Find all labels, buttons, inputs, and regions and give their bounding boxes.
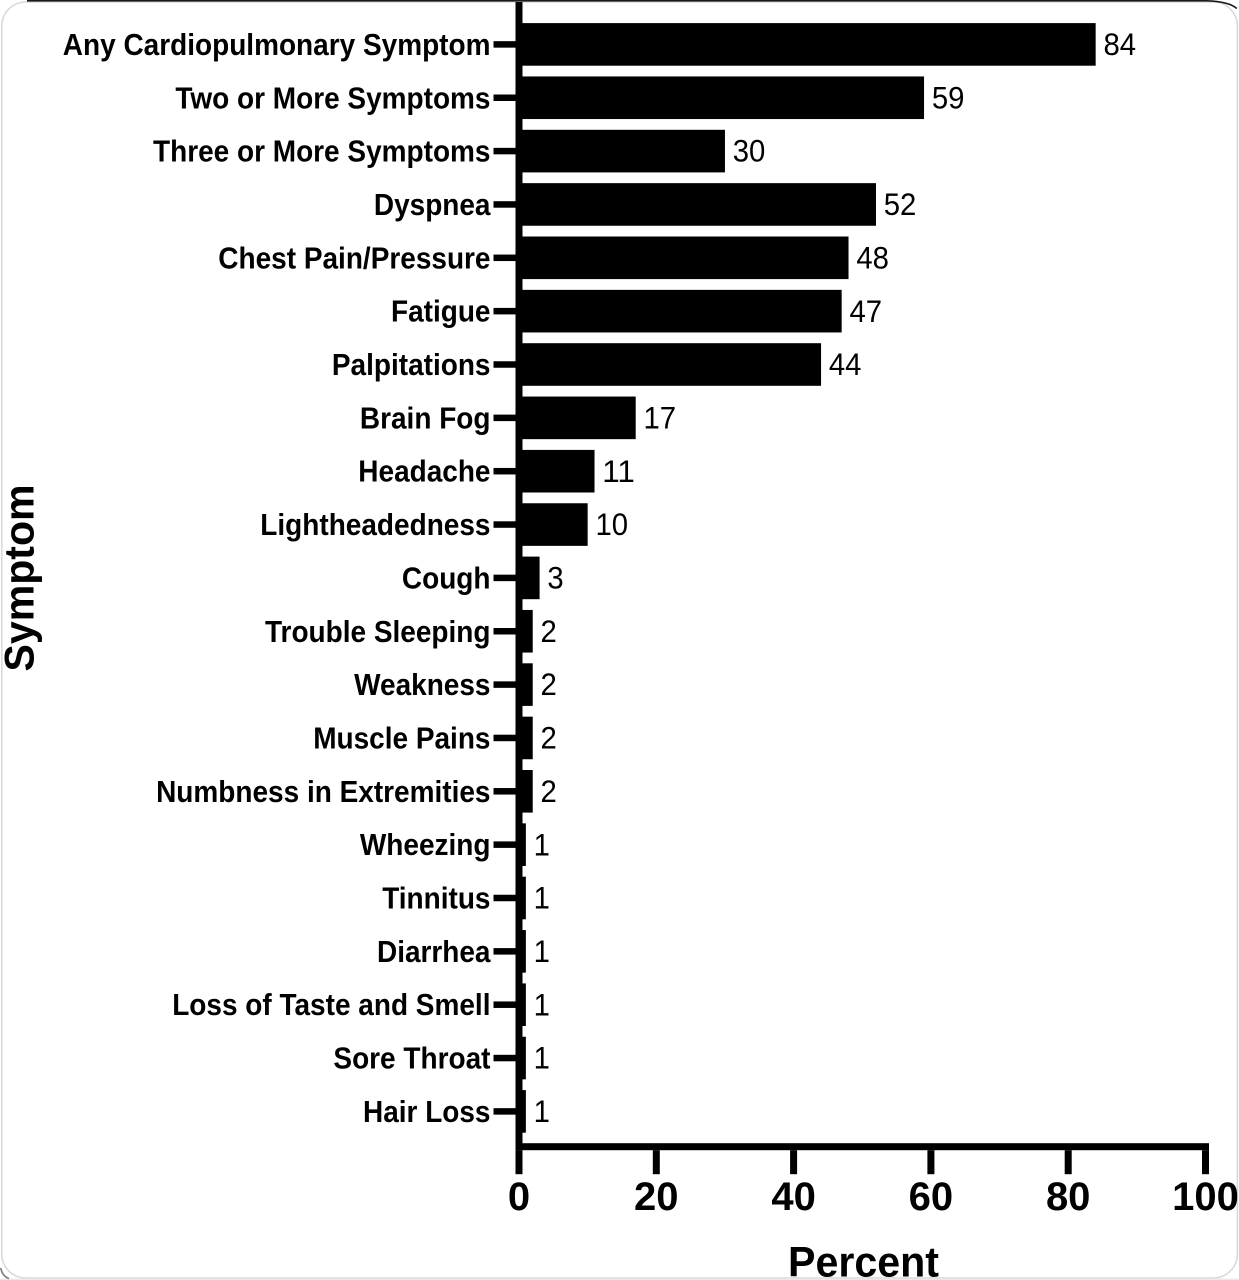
svg-text:Muscle Pains: Muscle Pains (313, 720, 490, 755)
svg-text:2: 2 (541, 720, 557, 756)
svg-text:Two or More Symptoms: Two or More Symptoms (175, 80, 490, 115)
svg-text:10: 10 (595, 506, 628, 542)
svg-text:30: 30 (733, 133, 766, 169)
svg-text:Tinnitus: Tinnitus (382, 881, 490, 916)
svg-text:Loss of Taste and Smell: Loss of Taste and Smell (172, 987, 490, 1022)
svg-text:Sore Throat: Sore Throat (333, 1041, 490, 1076)
svg-text:1: 1 (534, 826, 550, 862)
svg-text:Numbness in Extremities: Numbness in Extremities (156, 774, 490, 809)
svg-text:44: 44 (829, 346, 862, 382)
svg-text:Cough: Cough (402, 560, 491, 595)
svg-text:Diarrhea: Diarrhea (377, 934, 491, 969)
svg-text:2: 2 (541, 613, 557, 649)
svg-text:Percent: Percent (788, 1239, 939, 1280)
svg-text:2: 2 (541, 666, 557, 702)
svg-text:Three or More Symptoms: Three or More Symptoms (153, 134, 491, 169)
svg-text:Weakness: Weakness (354, 667, 490, 702)
svg-text:47: 47 (849, 293, 882, 329)
svg-text:Trouble Sleeping: Trouble Sleeping (265, 614, 491, 649)
svg-text:0: 0 (508, 1175, 530, 1219)
svg-text:20: 20 (634, 1175, 679, 1219)
svg-text:Hair Loss: Hair Loss (363, 1094, 491, 1129)
svg-text:59: 59 (932, 79, 965, 115)
svg-text:Headache: Headache (358, 454, 490, 489)
svg-text:Lightheadedness: Lightheadedness (260, 507, 490, 542)
svg-text:2: 2 (541, 773, 557, 809)
svg-text:Palpitations: Palpitations (332, 347, 491, 382)
svg-text:1: 1 (534, 933, 550, 969)
svg-text:Any Cardiopulmonary Symptom: Any Cardiopulmonary Symptom (63, 27, 491, 62)
svg-text:1: 1 (534, 880, 550, 916)
svg-text:17: 17 (644, 399, 677, 435)
svg-text:11: 11 (602, 453, 635, 489)
svg-text:1: 1 (534, 1040, 550, 1076)
svg-text:100: 100 (1172, 1175, 1239, 1219)
svg-text:Brain Fog: Brain Fog (360, 400, 491, 435)
svg-text:60: 60 (909, 1175, 954, 1219)
svg-text:Dyspnea: Dyspnea (374, 187, 491, 222)
svg-text:48: 48 (856, 239, 889, 275)
svg-text:80: 80 (1046, 1175, 1091, 1219)
svg-text:3: 3 (547, 560, 563, 596)
svg-text:1: 1 (534, 1093, 550, 1129)
svg-text:Fatigue: Fatigue (391, 294, 491, 329)
svg-text:1: 1 (534, 986, 550, 1022)
svg-text:Wheezing: Wheezing (360, 827, 491, 862)
svg-text:52: 52 (884, 186, 917, 222)
svg-text:Chest Pain/Pressure: Chest Pain/Pressure (218, 240, 490, 275)
svg-text:40: 40 (771, 1175, 816, 1219)
svg-text:Symptom: Symptom (0, 485, 42, 672)
svg-text:84: 84 (1103, 26, 1136, 62)
